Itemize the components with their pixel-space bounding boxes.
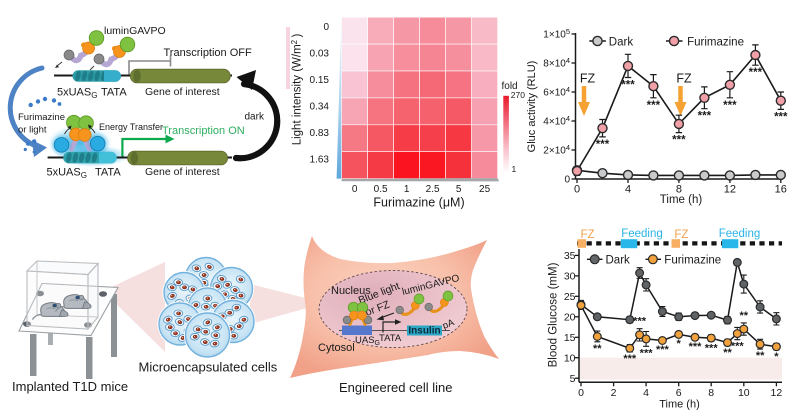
svg-text:8: 8 bbox=[676, 184, 682, 196]
svg-text:Energy Transfer: Energy Transfer bbox=[99, 122, 163, 132]
svg-text:2×104: 2×104 bbox=[543, 143, 570, 157]
svg-text:or light: or light bbox=[18, 125, 47, 136]
svg-text:6: 6 bbox=[676, 387, 682, 399]
svg-text:Nucleus: Nucleus bbox=[331, 285, 371, 297]
svg-text:0.5: 0.5 bbox=[374, 184, 388, 195]
svg-text:5: 5 bbox=[456, 184, 462, 195]
svg-text:6×104: 6×104 bbox=[543, 85, 570, 99]
svg-text:FZ: FZ bbox=[580, 72, 596, 86]
svg-text:Cytosol: Cytosol bbox=[318, 342, 355, 354]
svg-text:4×104: 4×104 bbox=[543, 114, 570, 128]
svg-text:30: 30 bbox=[564, 271, 576, 283]
svg-text:25: 25 bbox=[479, 184, 491, 195]
svg-text:Dark: Dark bbox=[609, 36, 634, 48]
svg-text:Time (h): Time (h) bbox=[659, 399, 700, 411]
svg-text:0: 0 bbox=[323, 22, 329, 33]
svg-text:35: 35 bbox=[564, 250, 576, 262]
svg-text:fold: fold bbox=[502, 81, 518, 92]
svg-text:***: *** bbox=[640, 347, 654, 359]
svg-text:***: *** bbox=[689, 341, 703, 353]
svg-text:4: 4 bbox=[643, 387, 649, 399]
svg-text:Transcription ON: Transcription ON bbox=[162, 125, 245, 137]
svg-text:0.03: 0.03 bbox=[310, 49, 330, 60]
svg-text:1: 1 bbox=[512, 164, 517, 174]
svg-text:***: *** bbox=[749, 67, 763, 79]
svg-text:Engineered cell line: Engineered cell line bbox=[339, 380, 452, 395]
svg-text:16: 16 bbox=[775, 184, 787, 196]
svg-text:Gene of interest: Gene of interest bbox=[145, 86, 220, 98]
svg-text:Light intensity (W/m2 ): Light intensity (W/m2 ) bbox=[290, 34, 304, 146]
svg-text:FZ: FZ bbox=[676, 72, 692, 86]
svg-text:Furimazine: Furimazine bbox=[664, 255, 721, 267]
svg-text:***: *** bbox=[623, 353, 637, 365]
svg-text:2: 2 bbox=[611, 387, 617, 399]
svg-text:**: ** bbox=[723, 347, 732, 359]
svg-text:Furimazine: Furimazine bbox=[687, 36, 744, 48]
svg-text:Microencapsulated cells: Microencapsulated cells bbox=[139, 360, 278, 375]
svg-text:Feeding: Feeding bbox=[621, 228, 663, 240]
svg-text:Insulin: Insulin bbox=[408, 326, 440, 337]
svg-text:15: 15 bbox=[564, 332, 576, 344]
svg-text:TATA: TATA bbox=[95, 167, 121, 179]
svg-text:Implanted T1D mice: Implanted T1D mice bbox=[12, 379, 128, 394]
svg-text:0: 0 bbox=[352, 184, 358, 195]
svg-text:***: *** bbox=[621, 80, 635, 92]
svg-text:5xUASG: 5xUASG bbox=[57, 87, 97, 101]
svg-text:12: 12 bbox=[771, 387, 783, 399]
svg-text:Gluc activity (RLU): Gluc activity (RLU) bbox=[526, 61, 538, 153]
svg-text:***: *** bbox=[633, 316, 647, 328]
svg-text:5xUASG: 5xUASG bbox=[47, 167, 87, 181]
svg-text:Furimazine: Furimazine bbox=[18, 112, 65, 123]
svg-text:1: 1 bbox=[404, 184, 410, 195]
svg-text:0.83: 0.83 bbox=[310, 128, 330, 139]
svg-text:Blood Glucose (mM): Blood Glucose (mM) bbox=[548, 262, 560, 367]
svg-text:**: ** bbox=[740, 310, 749, 322]
svg-text:TATA: TATA bbox=[101, 87, 127, 99]
svg-text:10: 10 bbox=[564, 352, 576, 364]
svg-text:UASG: UASG bbox=[355, 335, 380, 347]
svg-text:***: *** bbox=[698, 111, 712, 123]
svg-text:Gene of interest: Gene of interest bbox=[145, 166, 220, 178]
svg-text:*: * bbox=[774, 351, 779, 363]
svg-text:270: 270 bbox=[511, 90, 525, 100]
svg-text:0: 0 bbox=[574, 184, 580, 196]
svg-text:1.63: 1.63 bbox=[310, 155, 330, 166]
svg-text:luminGAVPO: luminGAVPO bbox=[104, 25, 166, 37]
svg-text:25: 25 bbox=[564, 291, 576, 303]
svg-text:dark: dark bbox=[245, 112, 265, 123]
svg-text:FZ: FZ bbox=[580, 229, 594, 241]
svg-text:0: 0 bbox=[578, 387, 584, 399]
svg-text:Time (h): Time (h) bbox=[660, 194, 703, 206]
svg-text:Dark: Dark bbox=[606, 255, 631, 267]
svg-text:***: *** bbox=[705, 342, 719, 354]
svg-text:0.34: 0.34 bbox=[310, 102, 330, 113]
svg-text:1×105: 1×105 bbox=[543, 27, 570, 41]
svg-text:Furimazine (μM): Furimazine (μM) bbox=[373, 196, 464, 210]
svg-text:***: *** bbox=[723, 100, 737, 112]
svg-text:***: *** bbox=[647, 100, 661, 112]
svg-text:***: *** bbox=[774, 111, 788, 123]
svg-text:8: 8 bbox=[708, 387, 714, 399]
svg-text:8×104: 8×104 bbox=[543, 56, 570, 70]
svg-text:20: 20 bbox=[564, 312, 576, 324]
svg-text:***: *** bbox=[596, 139, 610, 151]
svg-text:FZ: FZ bbox=[674, 229, 688, 241]
svg-text:0.15: 0.15 bbox=[310, 75, 330, 86]
svg-text:TATA: TATA bbox=[379, 333, 402, 344]
svg-text:Feeding: Feeding bbox=[719, 228, 761, 240]
svg-text:**: ** bbox=[756, 350, 765, 362]
svg-text:***: *** bbox=[672, 135, 686, 147]
svg-text:Transcription OFF: Transcription OFF bbox=[164, 47, 253, 59]
svg-text:4: 4 bbox=[625, 184, 631, 196]
svg-text:pA: pA bbox=[441, 317, 457, 332]
svg-text:**: ** bbox=[593, 343, 602, 355]
svg-text:***: *** bbox=[656, 344, 670, 356]
svg-text:***: *** bbox=[731, 341, 745, 353]
svg-text:12: 12 bbox=[724, 184, 736, 196]
svg-text:0: 0 bbox=[564, 175, 570, 186]
svg-text:2.5: 2.5 bbox=[426, 184, 440, 195]
svg-text:10: 10 bbox=[738, 387, 750, 399]
svg-text:*: * bbox=[677, 338, 682, 350]
svg-text:5: 5 bbox=[570, 373, 576, 385]
